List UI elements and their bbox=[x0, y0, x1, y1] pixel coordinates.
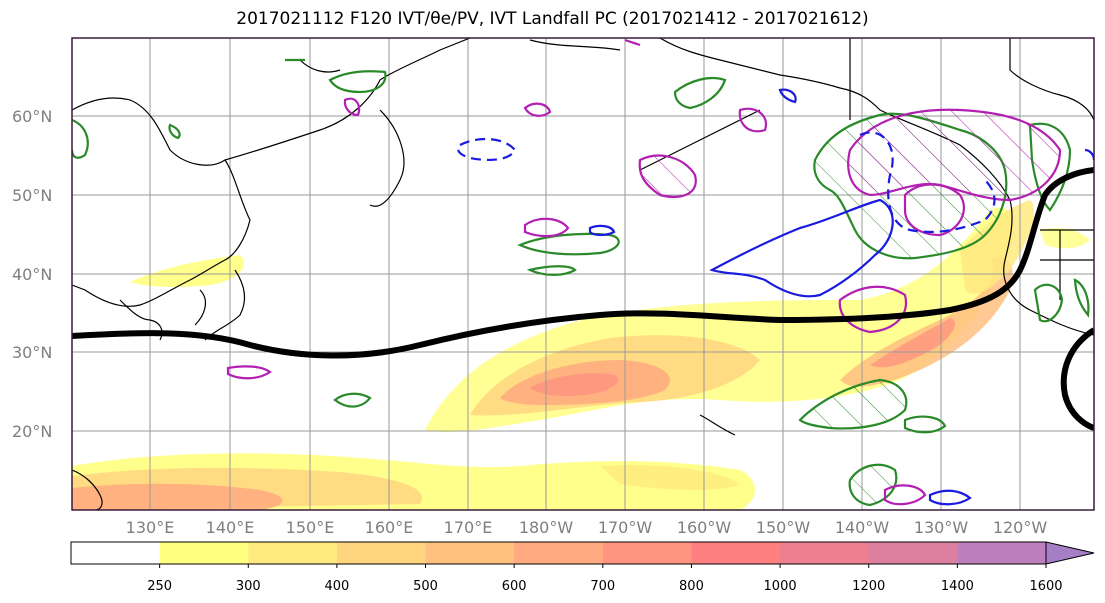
colorbar-extend-arrow bbox=[1045, 541, 1095, 565]
lon-axis: 130°E 140°E 150°E 160°E 170°E 180°W 170°… bbox=[126, 518, 1048, 537]
lon-label: 130°E bbox=[126, 518, 175, 537]
map-frame bbox=[71, 37, 1095, 511]
colorbar-tick-label: 1400 bbox=[941, 579, 974, 594]
colorbar-tick-label: 300 bbox=[236, 579, 261, 594]
lat-label: 50°N bbox=[12, 186, 52, 205]
colorbar-cell bbox=[336, 542, 427, 564]
lon-label: 150°W bbox=[756, 518, 811, 537]
figure-title: 2017021112 F120 IVT/θe/PV, IVT Landfall … bbox=[236, 9, 869, 29]
blue-contours bbox=[456, 88, 1094, 506]
thick-black-contour-east bbox=[1060, 327, 1094, 431]
colorbar-tick-label: 800 bbox=[679, 579, 704, 594]
colorbar-cell bbox=[514, 542, 604, 564]
ivt-shading bbox=[72, 200, 1090, 510]
lon-label: 160°W bbox=[677, 518, 732, 537]
colorbar-cell bbox=[248, 542, 338, 564]
lon-label: 130°W bbox=[914, 518, 969, 537]
lon-label: 150°E bbox=[286, 518, 335, 537]
map-panel bbox=[72, 38, 1094, 510]
colorbar-cell bbox=[957, 542, 1047, 564]
colorbar-cell bbox=[691, 542, 781, 564]
lat-label: 20°N bbox=[12, 422, 52, 441]
colorbar-cell bbox=[159, 542, 249, 564]
colorbar-tick-label: 400 bbox=[324, 579, 349, 594]
colorbar-cell bbox=[780, 542, 870, 564]
colorbar-tick-label: 700 bbox=[590, 579, 615, 594]
colorbar-tick-label: 1000 bbox=[764, 579, 797, 594]
colorbar-cell bbox=[868, 542, 958, 564]
colorbar-frame bbox=[70, 541, 1047, 565]
lat-label: 40°N bbox=[12, 265, 52, 284]
colorbar-cell bbox=[71, 542, 161, 564]
lon-label: 140°W bbox=[835, 518, 890, 537]
lon-label: 120°W bbox=[993, 518, 1048, 537]
lon-label: 170°W bbox=[598, 518, 653, 537]
colorbar-tick-label: 500 bbox=[413, 579, 438, 594]
lon-label: 170°E bbox=[444, 518, 493, 537]
colorbar-cell bbox=[425, 542, 515, 564]
colorbar-tick-label: 1600 bbox=[1029, 579, 1062, 594]
colorbar-tick-label: 250 bbox=[147, 579, 172, 594]
lat-label: 60°N bbox=[12, 107, 52, 126]
colorbar-cell bbox=[602, 542, 692, 564]
colorbar: 250 300 400 500 600 700 800 1000 1200 1400 1600 bbox=[70, 541, 1095, 594]
lat-label: 30°N bbox=[12, 343, 52, 362]
thick-black-contour bbox=[72, 167, 1094, 359]
magenta-contours bbox=[226, 38, 1062, 506]
lon-label: 180°W bbox=[519, 518, 574, 537]
lon-label: 160°E bbox=[365, 518, 414, 537]
colorbar-tick-label: 1200 bbox=[852, 579, 885, 594]
lon-label: 140°E bbox=[206, 518, 255, 537]
colorbar-tick-label: 600 bbox=[502, 579, 527, 594]
lat-axis: 60°N 50°N 40°N 30°N 20°N bbox=[12, 107, 52, 441]
